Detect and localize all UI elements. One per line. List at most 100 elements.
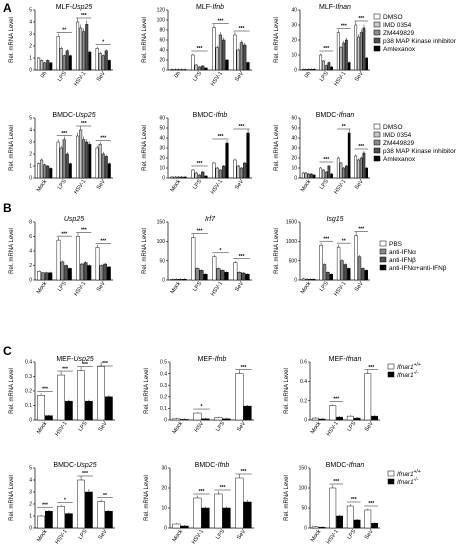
bar <box>65 50 69 71</box>
y-tick-label: 0 <box>162 176 165 182</box>
bar <box>107 60 111 71</box>
significance-stars: *** <box>358 16 364 22</box>
panel-letter-c: C <box>3 344 12 358</box>
y-tick-label: 4 <box>29 128 32 134</box>
chart-title: MEF-Ifnb <box>198 356 227 363</box>
x-tick-label: HSV-1 <box>210 179 224 196</box>
x-tick-label: HSV-1 <box>326 421 340 438</box>
x-tick-label: SeV <box>98 420 109 432</box>
y-tick-label: 2 <box>29 44 32 50</box>
y-axis-label: Rel. mRNA Level <box>144 368 150 414</box>
bar <box>224 272 229 281</box>
chart-title: MLF-Ifnb <box>196 4 224 11</box>
bar <box>201 507 210 529</box>
bar <box>44 415 53 421</box>
bar <box>201 171 205 179</box>
bar <box>307 173 311 179</box>
y-axis-label: Rel. mRNA Level <box>9 475 15 521</box>
bar <box>312 279 316 281</box>
bar <box>37 515 45 529</box>
significance-stars: *** <box>42 387 48 393</box>
bar <box>43 62 47 71</box>
bar <box>246 132 250 179</box>
bar <box>241 272 246 281</box>
bar <box>170 279 175 281</box>
bar <box>172 418 181 421</box>
significance-stars: *** <box>218 19 224 25</box>
bar <box>310 173 313 179</box>
y-tick-label: 4 <box>29 478 32 484</box>
bar <box>371 522 379 529</box>
bar <box>62 139 66 179</box>
y-tick-label: 0 <box>29 278 32 284</box>
x-tick-label: Mock <box>170 281 183 296</box>
bar <box>233 262 238 281</box>
significance-stars: *** <box>100 136 106 142</box>
bar <box>59 48 63 71</box>
significance-stars: *** <box>220 485 226 491</box>
x-tick-label: SeV <box>236 420 247 432</box>
bar <box>324 65 328 71</box>
significance-stars: *** <box>239 254 245 260</box>
significance-stars: *** <box>218 134 224 140</box>
x-tick-label: LPS <box>215 528 226 540</box>
y-axis-label: Rel. mRNA Level <box>9 125 15 171</box>
chart-title: Irf7 <box>205 216 216 223</box>
x-tick-label: SeV <box>354 280 365 292</box>
x-tick-label: HSV-1 <box>54 529 68 546</box>
bar <box>354 155 358 179</box>
bar <box>95 147 99 179</box>
bar <box>347 62 351 71</box>
legend-label: Ifnar1+/+ <box>397 362 421 371</box>
bar <box>37 271 41 281</box>
bar <box>79 129 83 179</box>
legend-label: DMSO <box>383 14 403 21</box>
bar <box>212 162 216 179</box>
bar <box>235 477 244 529</box>
bar <box>104 156 108 179</box>
chart-c4: BMDC-Usp25 Rel. mRNA Level 0 1 2 3 4 5 Mock HSV-1… <box>9 462 115 545</box>
y-tick-label: 0.4 <box>25 360 32 366</box>
bar <box>236 49 240 71</box>
y-tick-label: 0.4 <box>160 371 167 377</box>
chart-a3: MLF-Ifnan Rel. mRNA Level 0 10 20 30 40 0h LPS HS… <box>274 4 370 87</box>
chart-title: BMDC-Ifnan <box>326 462 365 469</box>
legend-label: PBS <box>389 241 403 248</box>
y-tick-label: 0 <box>304 526 307 532</box>
y-tick-label: 20 <box>291 156 297 162</box>
y-tick-label: 0 <box>164 526 167 532</box>
legend-c-top: Ifnar1+/+Ifnar1-/- <box>387 362 421 379</box>
x-tick-label: SeV <box>96 70 107 82</box>
x-tick-label: Mock <box>36 529 49 544</box>
bar <box>64 513 73 529</box>
bar <box>176 176 181 179</box>
legend-swatch <box>387 470 395 477</box>
x-tick-label: LPS <box>192 178 203 190</box>
legend-label: ZM449829 <box>383 140 414 147</box>
x-tick-label: LPS <box>215 420 226 432</box>
bar <box>182 279 187 281</box>
bar <box>178 279 183 281</box>
significance-stars: * <box>64 498 66 504</box>
bar <box>85 141 89 179</box>
significance-stars: *** <box>197 161 203 167</box>
bar <box>365 57 369 71</box>
y-tick-label: 10 <box>161 506 167 512</box>
bar <box>357 159 360 179</box>
x-tick-label: SeV <box>98 528 109 540</box>
bar <box>197 174 202 179</box>
y-tick-label: 40 <box>159 48 165 54</box>
x-tick-label: LPS <box>319 280 330 292</box>
x-tick-label: LPS <box>192 280 203 292</box>
x-tick-label: Mock <box>170 179 183 194</box>
bar <box>359 32 363 71</box>
bar <box>104 510 113 529</box>
bar <box>336 416 344 421</box>
y-axis-label: Rel. mRNA Level <box>274 125 280 171</box>
y-tick-label: 2 <box>29 502 32 508</box>
bar <box>37 395 45 421</box>
bar <box>304 69 308 71</box>
chart-a2: MLF-Ifnb Rel. mRNA Level 0 20 40 60 80 100 120 0h… <box>142 4 252 87</box>
bar <box>95 247 100 281</box>
